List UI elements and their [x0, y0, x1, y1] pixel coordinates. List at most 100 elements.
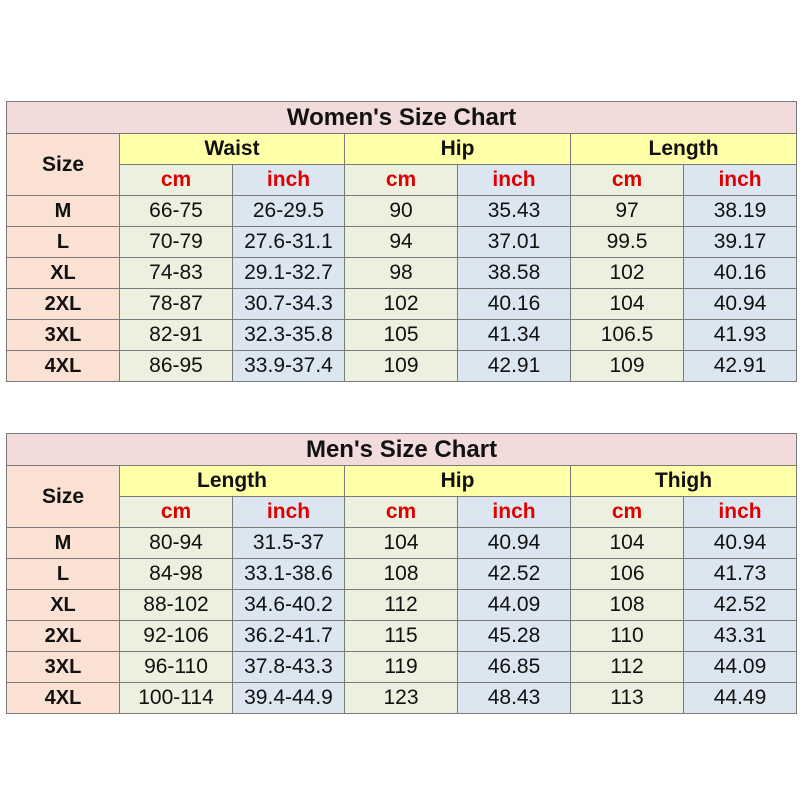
men-unit-cm: cm	[119, 496, 233, 528]
table-row: 3XL 96-110 37.8-43.3 119 46.85 112 44.09	[6, 651, 798, 683]
table-row: L 84-98 33.1-38.6 108 42.52 106 41.73	[6, 558, 798, 590]
value-cell: 94	[344, 226, 458, 258]
value-cell: 115	[344, 620, 458, 652]
size-label: 3XL	[6, 651, 120, 683]
men-size-table: Men's Size Chart Size Length Hip Thigh c…	[5, 433, 798, 714]
size-label: 3XL	[6, 319, 120, 351]
value-cell: 41.34	[457, 319, 571, 351]
value-cell: 74-83	[119, 257, 233, 289]
women-size-header: Size	[6, 133, 120, 196]
table-row: XL 88-102 34.6-40.2 112 44.09 108 42.52	[6, 589, 798, 621]
value-cell: 102	[344, 288, 458, 320]
value-cell: 26-29.5	[232, 195, 345, 227]
value-cell: 99.5	[570, 226, 684, 258]
value-cell: 104	[570, 527, 684, 559]
size-label: 4XL	[6, 682, 120, 714]
value-cell: 40.94	[457, 527, 571, 559]
men-group-hip: Hip	[344, 465, 571, 497]
value-cell: 106	[570, 558, 684, 590]
value-cell: 90	[344, 195, 458, 227]
value-cell: 40.94	[682, 527, 798, 559]
value-cell: 46.85	[457, 651, 571, 683]
value-cell: 40.94	[682, 288, 798, 320]
size-label: 2XL	[6, 288, 120, 320]
value-cell: 38.58	[457, 257, 571, 289]
table-row: 4XL 86-95 33.9-37.4 109 42.91 109 42.91	[6, 350, 798, 382]
value-cell: 105	[344, 319, 458, 351]
men-group-length: Length	[119, 465, 345, 497]
women-chart-title: Women's Size Chart	[5, 101, 798, 134]
value-cell: 44.09	[682, 651, 798, 683]
table-row: L 70-79 27.6-31.1 94 37.01 99.5 39.17	[6, 226, 798, 258]
women-unit-cm: cm	[119, 164, 233, 196]
value-cell: 97	[570, 195, 684, 227]
value-cell: 38.19	[682, 195, 798, 227]
value-cell: 40.16	[457, 288, 571, 320]
women-group-length: Length	[569, 133, 798, 165]
value-cell: 37.8-43.3	[232, 651, 345, 683]
size-label: M	[6, 195, 120, 227]
value-cell: 119	[344, 651, 458, 683]
value-cell: 41.73	[682, 558, 798, 590]
table-row: XL 74-83 29.1-32.7 98 38.58 102 40.16	[6, 257, 798, 289]
size-label: 2XL	[6, 620, 120, 652]
men-chart-title: Men's Size Chart	[5, 433, 798, 466]
value-cell: 104	[344, 527, 458, 559]
value-cell: 106.5	[570, 319, 684, 351]
value-cell: 82-91	[119, 319, 233, 351]
value-cell: 66-75	[119, 195, 233, 227]
women-unit-inch: inch	[682, 164, 798, 196]
table-row: M 66-75 26-29.5 90 35.43 97 38.19	[6, 195, 798, 227]
value-cell: 102	[570, 257, 684, 289]
value-cell: 41.93	[682, 319, 798, 351]
value-cell: 110	[570, 620, 684, 652]
value-cell: 96-110	[119, 651, 233, 683]
value-cell: 86-95	[119, 350, 233, 382]
value-cell: 34.6-40.2	[232, 589, 345, 621]
value-cell: 37.01	[457, 226, 571, 258]
men-unit-inch: inch	[232, 496, 345, 528]
value-cell: 42.52	[682, 589, 798, 621]
men-unit-cm: cm	[570, 496, 684, 528]
value-cell: 108	[570, 589, 684, 621]
value-cell: 33.9-37.4	[232, 350, 345, 382]
women-unit-inch: inch	[232, 164, 345, 196]
value-cell: 113	[570, 682, 684, 714]
value-cell: 109	[344, 350, 458, 382]
men-group-thigh: Thigh	[569, 465, 798, 497]
value-cell: 112	[344, 589, 458, 621]
size-label: L	[6, 226, 120, 258]
table-row: 2XL 92-106 36.2-41.7 115 45.28 110 43.31	[6, 620, 798, 652]
value-cell: 40.16	[682, 257, 798, 289]
value-cell: 32.3-35.8	[232, 319, 345, 351]
women-group-waist: Waist	[119, 133, 345, 165]
value-cell: 42.52	[457, 558, 571, 590]
women-unit-cm: cm	[570, 164, 684, 196]
value-cell: 39.17	[682, 226, 798, 258]
value-cell: 104	[570, 288, 684, 320]
men-size-header: Size	[6, 465, 120, 528]
value-cell: 92-106	[119, 620, 233, 652]
table-row: 3XL 82-91 32.3-35.8 105 41.34 106.5 41.9…	[6, 319, 798, 351]
value-cell: 29.1-32.7	[232, 257, 345, 289]
size-label: M	[6, 527, 120, 559]
value-cell: 44.09	[457, 589, 571, 621]
women-group-hip: Hip	[344, 133, 571, 165]
value-cell: 112	[570, 651, 684, 683]
value-cell: 100-114	[119, 682, 233, 714]
men-unit-inch: inch	[682, 496, 798, 528]
value-cell: 123	[344, 682, 458, 714]
value-cell: 109	[570, 350, 684, 382]
value-cell: 44.49	[682, 682, 798, 714]
men-unit-inch: inch	[457, 496, 571, 528]
value-cell: 36.2-41.7	[232, 620, 345, 652]
value-cell: 84-98	[119, 558, 233, 590]
women-unit-inch: inch	[457, 164, 571, 196]
size-label: XL	[6, 257, 120, 289]
value-cell: 45.28	[457, 620, 571, 652]
value-cell: 88-102	[119, 589, 233, 621]
size-label: L	[6, 558, 120, 590]
size-label: XL	[6, 589, 120, 621]
value-cell: 35.43	[457, 195, 571, 227]
value-cell: 39.4-44.9	[232, 682, 345, 714]
